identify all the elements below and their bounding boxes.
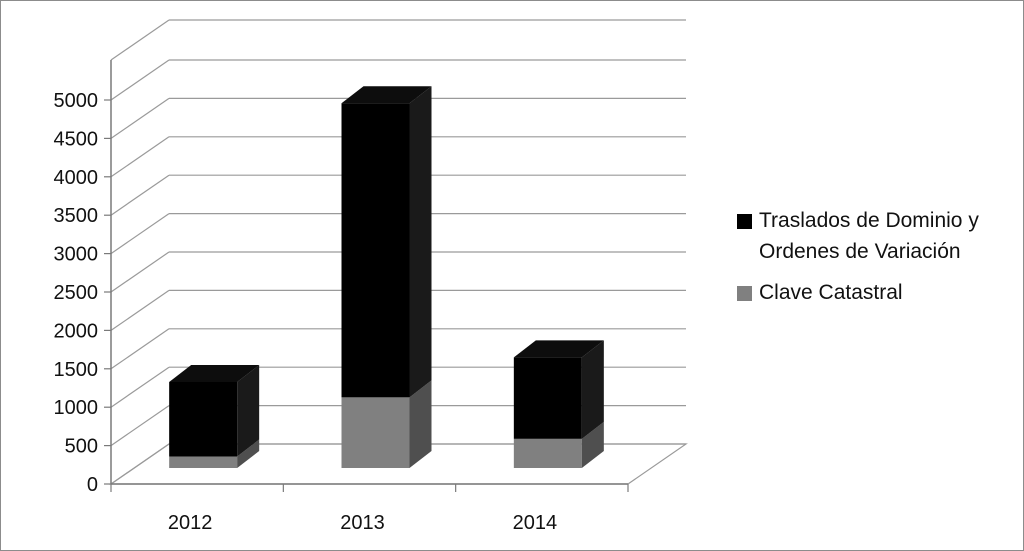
bar-front [341,103,410,398]
y-tick-label: 1000 [54,397,99,419]
legend: Traslados de Dominio y Ordenes de Variac… [737,205,1007,318]
y-tick-labels: 0 500 1000 1500 2000 2500 3000 3500 4000 4500 5000 [54,90,99,496]
bars [169,86,604,468]
y-tick-label: 3000 [54,244,99,266]
legend-swatch-clave [737,286,752,301]
gridline-diagonal [110,97,170,139]
bar-front [341,397,410,468]
bar-front [513,357,582,439]
legend-item-traslados: Traslados de Dominio y Ordenes de Variac… [737,205,1007,267]
axes [104,60,629,492]
x-tick-label: 2013 [340,512,385,534]
x-tick-label: 2012 [168,512,213,534]
gridline-diagonal [110,213,170,255]
gridline-diagonal [110,251,170,293]
gridline-diagonal [110,366,170,408]
x-tick-label: 2014 [513,512,558,534]
gridline-diagonal [110,59,170,101]
bar-top [341,86,432,104]
legend-item-clave: Clave Catastral [737,277,1007,308]
gridline-diagonal [110,289,170,331]
y-tick-label: 3500 [54,205,99,227]
legend-label-traslados: Traslados de Dominio y Ordenes de Variac… [759,209,979,263]
y-tick-label: 2500 [54,282,99,304]
bar-front [169,381,238,457]
y-tick-label: 0 [87,474,98,496]
bar-side [409,86,432,398]
gridline-diagonal [110,328,170,370]
bar-side [581,421,604,468]
y-tick-label: 500 [65,436,98,458]
gridline-diagonal [110,174,170,216]
gridline-diagonal [110,405,170,447]
y-tick-label: 5000 [54,90,99,112]
bar-top [169,364,260,382]
bar-side [409,380,432,468]
bar-side [237,364,260,457]
gridline-diagonal [110,19,170,61]
y-tick-label: 4500 [54,128,99,150]
y-tick-label: 2000 [54,320,99,342]
bar-side [237,439,260,468]
y-tick-label: 4000 [54,167,99,189]
bar-front [513,438,582,468]
bar-front [169,456,238,468]
x-tick-labels: 2012 2013 2014 [168,512,557,534]
gridline-diagonal [110,443,170,485]
bar-side [581,340,604,439]
bar-top [513,340,604,358]
legend-swatch-traslados [737,214,752,229]
y-tick-label: 1500 [54,359,99,381]
legend-label-clave: Clave Catastral [759,281,903,304]
gridline-diagonal [110,136,170,178]
